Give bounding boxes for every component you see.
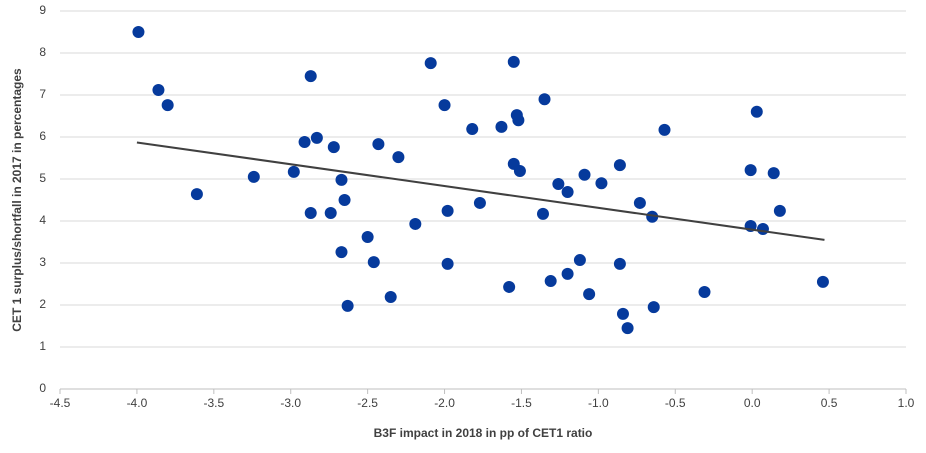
point [744,164,757,177]
point [750,105,763,118]
x-tick-label: -4.5 [50,396,71,410]
point [756,222,769,235]
point [304,70,317,83]
x-tick-label: -3.0 [280,396,301,410]
point [495,120,508,133]
point [441,204,454,217]
point [633,196,646,209]
point [646,210,659,223]
point [438,99,451,112]
y-tick-label: 6 [39,129,46,143]
point [578,168,591,181]
point [361,230,374,243]
point [767,167,780,180]
y-axis-title: CET 1 surplus/shortfall in 2017 in perce… [10,68,24,332]
point [616,307,629,320]
point [698,285,711,298]
point [338,194,351,206]
y-tick-label: 3 [39,255,46,269]
x-tick-label: 0.0 [744,396,761,410]
y-tick-label: 2 [39,297,46,311]
point [544,275,557,288]
point [613,159,626,172]
point [816,275,829,288]
y-tick-label: 1 [39,339,46,353]
point [466,123,479,136]
point [658,123,671,136]
point [190,188,203,201]
x-tick-label: -0.5 [665,396,686,410]
point [152,83,165,96]
point [287,165,300,178]
point [513,165,526,178]
point [409,217,422,230]
point [583,288,596,301]
point [507,55,520,68]
point [161,99,174,112]
point [573,254,586,267]
point [613,257,626,270]
x-tick-label: 0.5 [821,396,838,410]
point [304,207,317,220]
y-tick-label: 0 [39,381,46,395]
x-tick-label: -2.5 [357,396,378,410]
point [503,280,516,293]
point [473,196,486,209]
x-tick-label: -2.0 [434,396,455,410]
point [647,301,660,314]
x-tick-label: -3.5 [203,396,224,410]
point [132,26,145,38]
x-axis-title: B3F impact in 2018 in pp of CET1 ratio [374,426,593,440]
y-tick-label: 9 [39,3,46,17]
x-tick-label: -4.0 [127,396,148,410]
point [335,173,348,186]
y-tick-label: 8 [39,45,46,59]
point [538,93,551,106]
point [327,141,340,154]
point [536,207,549,220]
point [773,204,786,217]
point [561,186,574,199]
point [298,136,311,149]
y-tick-label: 7 [39,87,46,101]
point [372,138,385,151]
y-tick-label: 5 [39,171,46,185]
point [424,57,437,70]
y-tick-label: 4 [39,213,46,227]
point [512,114,525,127]
x-tick-label: 1.0 [898,396,915,410]
point [384,291,397,304]
trend-line [136,141,825,241]
point [247,170,260,183]
point [324,207,337,220]
x-tick-label: -1.5 [511,396,532,410]
point [552,178,565,191]
point [335,246,348,259]
point [441,257,454,270]
point [392,151,405,164]
x-tick-label: -1.0 [588,396,609,410]
point [367,256,380,269]
point [595,177,608,190]
point [561,267,574,280]
point [341,299,354,312]
point [310,131,323,144]
point [621,322,634,335]
